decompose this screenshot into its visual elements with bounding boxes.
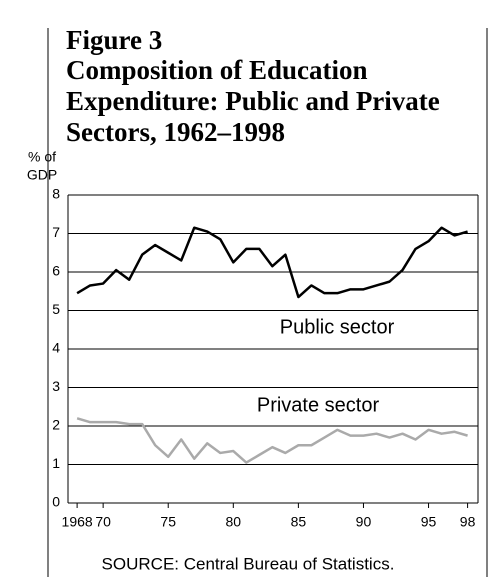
y-axis-label: % of	[28, 149, 56, 165]
y-tick-label: 6	[52, 263, 60, 279]
series-label: Private sector	[257, 394, 380, 416]
series-line	[76, 226, 468, 299]
y-tick-label: 5	[52, 301, 60, 317]
x-tick-label: 90	[356, 514, 372, 530]
x-tick-label: 85	[291, 514, 307, 530]
x-tick-label: 75	[160, 514, 176, 530]
y-tick-label: 0	[52, 494, 60, 510]
x-tick-label: 95	[421, 514, 437, 530]
series-label: Public sector	[280, 316, 395, 338]
x-tick-label: 80	[226, 514, 242, 530]
chart-title: Composition of Education	[66, 55, 368, 85]
chart-title: Sectors, 1962–1998	[66, 117, 285, 147]
x-tick-label: 70	[95, 514, 111, 530]
chart-title: Expenditure: Public and Private	[66, 86, 440, 116]
y-tick-label: 7	[52, 224, 60, 240]
x-tick-label: 1968	[62, 514, 93, 530]
x-tick-label: 98	[460, 514, 476, 530]
y-tick-label: 3	[52, 378, 60, 394]
y-axis-label: GDP	[27, 167, 57, 183]
y-tick-label: 4	[52, 340, 60, 356]
y-tick-label: 8	[52, 186, 60, 202]
y-tick-label: 2	[52, 417, 60, 433]
series-line	[76, 417, 468, 464]
source-note: SOURCE: Central Bureau of Statistics.	[102, 554, 395, 573]
y-tick-label: 1	[52, 455, 60, 471]
chart-title: Figure 3	[66, 25, 162, 55]
